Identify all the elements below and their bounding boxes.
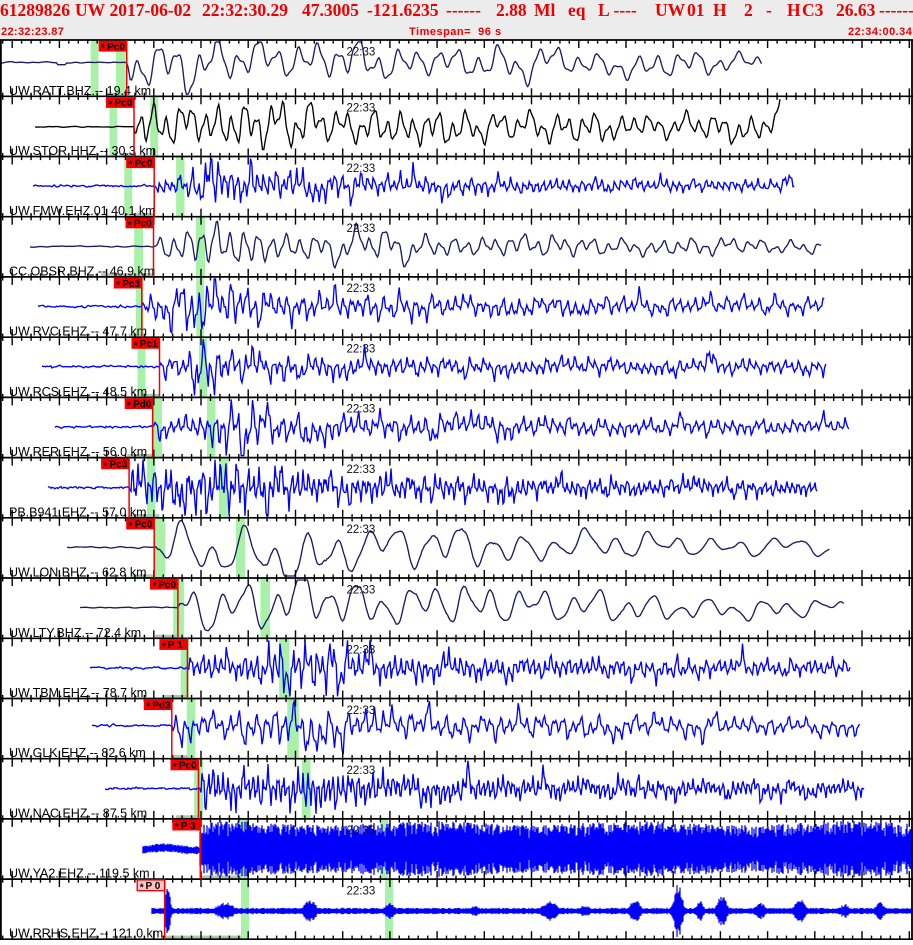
svg-text:*: * (103, 461, 107, 472)
svg-text:UW.FMW.EHZ.01 40.1 km: UW.FMW.EHZ.01 40.1 km (9, 204, 156, 218)
svg-text:UW.STOR.HHZ.-- 30.3 km: UW.STOR.HHZ.-- 30.3 km (9, 144, 156, 158)
svg-text:Pd3: Pd3 (152, 700, 171, 711)
svg-text:22:33: 22:33 (347, 825, 376, 837)
svg-text:22:33: 22:33 (347, 344, 376, 356)
svg-text:*: * (152, 581, 156, 592)
svg-text:22:33: 22:33 (347, 283, 376, 295)
svg-text:P 1: P 1 (168, 640, 183, 651)
svg-text:22:33: 22:33 (347, 645, 376, 657)
svg-text:P 0: P 0 (146, 881, 161, 892)
svg-text:UW.LON.BHZ.-- 62.8 km: UW.LON.BHZ.-- 62.8 km (9, 566, 147, 580)
svg-text:UW.YA2.EHZ.-- 119.5 km: UW.YA2.EHZ.-- 119.5 km (9, 867, 150, 881)
svg-text:22:33: 22:33 (347, 885, 376, 897)
svg-text:UW.RRHS.EHZ.-- 121.0 km: UW.RRHS.EHZ.-- 121.0 km (9, 927, 163, 940)
svg-text:UW.NAC.EHZ.-- 87.5 km: UW.NAC.EHZ.-- 87.5 km (9, 806, 147, 820)
svg-text:*: * (129, 160, 133, 171)
svg-text:Pc0: Pc0 (158, 580, 176, 591)
svg-text:UW.RCS.EHZ.-- 48.5 km: UW.RCS.EHZ.-- 48.5 km (9, 385, 147, 399)
svg-text:CC.OBSR.BHZ.-- 46.9 km: CC.OBSR.BHZ.-- 46.9 km (9, 264, 154, 278)
svg-text:Pc0: Pc0 (134, 219, 152, 230)
svg-text:22:33: 22:33 (347, 163, 376, 175)
svg-text:UW.RVC.EHZ.-- 47.7 km: UW.RVC.EHZ.-- 47.7 km (9, 325, 147, 339)
svg-text:*: * (127, 401, 131, 412)
svg-text:*: * (128, 220, 132, 231)
svg-text:UW.TBM.EHZ.-- 78.7 km: UW.TBM.EHZ.-- 78.7 km (9, 686, 147, 700)
svg-text:*: * (175, 822, 179, 833)
svg-text:*: * (129, 521, 133, 532)
svg-text:*: * (146, 702, 150, 713)
svg-text:22:33: 22:33 (347, 404, 376, 416)
svg-text:Pd0: Pd0 (133, 399, 152, 410)
svg-text:Pc0: Pc0 (114, 98, 132, 109)
svg-text:22:33: 22:33 (347, 46, 376, 58)
svg-text:*: * (116, 280, 120, 291)
svg-text:Pc3: Pc3 (122, 279, 140, 290)
svg-text:22:33: 22:33 (347, 765, 376, 777)
svg-text:*: * (162, 642, 166, 653)
svg-text:*: * (101, 43, 105, 54)
svg-text:*: * (134, 340, 138, 351)
svg-text:22:33: 22:33 (347, 705, 376, 717)
svg-text:22:33: 22:33 (347, 524, 376, 536)
svg-text:UW.LTY.BHZ.-- 72.4 km: UW.LTY.BHZ.-- 72.4 km (9, 626, 141, 640)
svg-text:Pc3: Pc3 (110, 460, 128, 471)
svg-text:Pc0: Pc0 (135, 520, 153, 531)
svg-text:P 3: P 3 (181, 821, 196, 832)
svg-text:22:33: 22:33 (347, 464, 376, 476)
svg-text:Pc0: Pc0 (107, 42, 125, 53)
svg-text:Pc1: Pc1 (140, 339, 158, 350)
svg-text:22:33: 22:33 (347, 103, 376, 115)
svg-text:UW.RER.EHZ.-- 56.0 km: UW.RER.EHZ.-- 56.0 km (9, 445, 147, 459)
svg-text:22:33: 22:33 (347, 223, 376, 235)
svg-text:Pc0: Pc0 (179, 761, 197, 772)
svg-text:UW.GLK.EHZ.-- 82.6 km: UW.GLK.EHZ.-- 82.6 km (9, 746, 146, 760)
svg-text:Pc0: Pc0 (135, 158, 153, 169)
svg-text:22:33: 22:33 (347, 584, 376, 596)
svg-text:*: * (140, 882, 144, 893)
svg-text:*: * (108, 100, 112, 111)
svg-text:PB.B941.EHZ.-- 57.0 km: PB.B941.EHZ.-- 57.0 km (9, 505, 147, 519)
svg-text:*: * (173, 762, 177, 773)
